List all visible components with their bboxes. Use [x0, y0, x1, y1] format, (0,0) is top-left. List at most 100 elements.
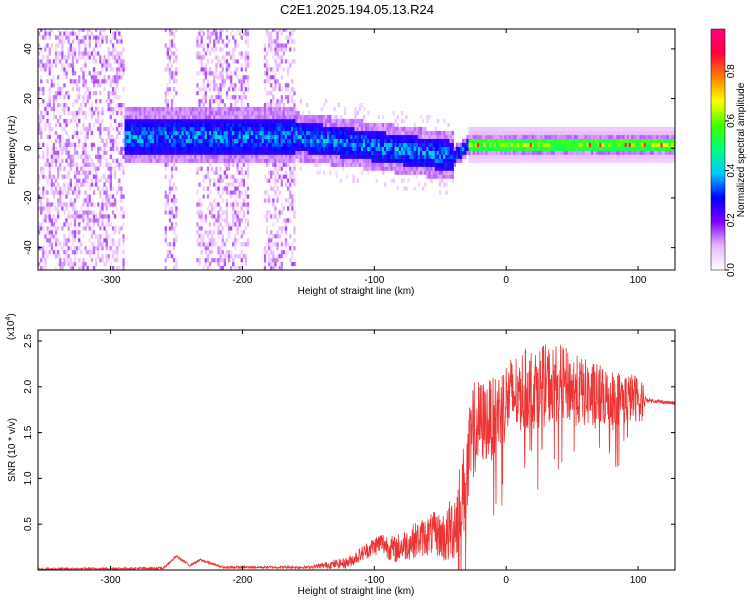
heatmap-cell — [308, 115, 311, 120]
heatmap-cell — [200, 59, 203, 64]
heatmap-cell — [419, 170, 423, 175]
heatmap-cell — [394, 118, 397, 124]
heatmap-cell — [82, 29, 85, 32]
heatmap-cell — [284, 29, 288, 32]
heatmap-cell — [580, 142, 583, 147]
heatmap-cell — [154, 138, 157, 143]
heatmap-cell — [92, 59, 96, 64]
heatmap-cell — [525, 158, 528, 163]
heatmap-cell — [337, 158, 340, 163]
heatmap-cell — [350, 122, 353, 128]
heatmap-cell — [419, 115, 423, 120]
heatmap-cell — [504, 134, 507, 139]
heatmap-cell — [46, 214, 49, 219]
heatmap-cell — [238, 150, 241, 155]
heatmap-cell — [601, 150, 604, 155]
heatmap-cell — [158, 158, 161, 163]
heatmap-cell — [164, 111, 167, 116]
heatmap-cell — [270, 99, 273, 104]
heatmap-cell — [215, 158, 218, 163]
heatmap-cell — [514, 130, 518, 136]
heatmap-cell — [38, 118, 41, 124]
heatmap-cell — [618, 150, 621, 155]
heatmap-cell — [400, 134, 404, 139]
heatmap-cell — [198, 29, 201, 32]
heatmap-cell — [213, 43, 216, 48]
heatmap-cell — [82, 150, 85, 155]
heatmap-cell — [234, 266, 237, 270]
heatmap-cell — [234, 254, 237, 259]
heatmap-cell — [527, 134, 530, 139]
heatmap-cell — [276, 230, 279, 235]
heatmap-cell — [95, 91, 98, 96]
heatmap-cell — [194, 154, 197, 159]
heatmap-cell — [306, 154, 309, 159]
heatmap-cell — [170, 130, 174, 136]
heatmap-cell — [65, 138, 68, 143]
heatmap-cell — [244, 134, 248, 139]
heatmap-cell — [244, 95, 248, 100]
heatmap-cell — [225, 91, 229, 96]
heatmap-cell — [48, 226, 51, 231]
heatmap-cell — [618, 130, 621, 136]
heatmap-cell — [160, 122, 163, 128]
heatmap-cell — [546, 146, 549, 151]
heatmap-cell — [57, 226, 60, 231]
chart-title: C2E1.2025.194.05.13.R24 — [280, 2, 434, 17]
heatmap-cell — [322, 142, 326, 147]
heatmap-cell — [149, 130, 153, 136]
heatmap-cell — [42, 115, 45, 120]
heatmap-cell — [259, 111, 262, 116]
heatmap-cell — [143, 111, 146, 116]
heatmap-cell — [280, 31, 283, 36]
heatmap-cell — [407, 166, 410, 171]
heatmap-cell — [204, 142, 207, 147]
heatmap-cell — [284, 174, 288, 179]
heatmap-cell — [476, 134, 480, 139]
heatmap-cell — [276, 51, 279, 56]
heatmap-cell — [308, 134, 311, 139]
heatmap-cell — [377, 122, 380, 128]
heatmap-cell — [287, 71, 290, 76]
heatmap-cell — [238, 138, 241, 143]
heatmap-cell — [154, 134, 157, 139]
heatmap-cell — [512, 146, 516, 151]
heatmap-cell — [449, 142, 452, 147]
heatmap-cell — [550, 138, 554, 143]
heatmap-cell — [137, 138, 140, 143]
heatmap-cell — [392, 122, 395, 128]
heatmap-cell — [350, 134, 353, 139]
heatmap-cell — [202, 122, 205, 128]
heatmap-cell — [546, 134, 549, 139]
heatmap-cell — [244, 158, 248, 163]
heatmap-cell — [327, 122, 330, 128]
heatmap-cell — [428, 162, 431, 167]
heatmap-cell — [65, 103, 68, 108]
heatmap-cell — [274, 150, 277, 155]
heatmap-cell — [234, 214, 237, 219]
heatmap-cell — [97, 166, 100, 171]
heatmap-cell — [348, 150, 351, 155]
heatmap-cell — [280, 122, 283, 128]
heatmap-cell — [202, 118, 205, 124]
heatmap-cell — [221, 146, 224, 151]
heatmap-cell — [183, 134, 186, 139]
heatmap-cell — [120, 158, 123, 163]
heatmap-cell — [333, 142, 336, 147]
heatmap-cell — [628, 142, 632, 147]
heatmap-cell — [580, 134, 583, 139]
heatmap-cell — [284, 146, 288, 151]
heatmap-cell — [272, 55, 275, 60]
heatmap-cell — [270, 118, 273, 124]
heatmap-cell — [358, 158, 361, 163]
heatmap-cell — [341, 118, 345, 124]
heatmap-cell — [312, 138, 315, 143]
heatmap-cell — [565, 158, 568, 163]
heatmap-cell — [284, 254, 288, 259]
heatmap-cell — [213, 142, 216, 147]
heatmap-cell — [268, 130, 271, 136]
heatmap-cell — [204, 87, 207, 92]
heatmap-cell — [116, 190, 119, 195]
heatmap-cell — [177, 111, 180, 116]
heatmap-cell — [508, 138, 511, 143]
